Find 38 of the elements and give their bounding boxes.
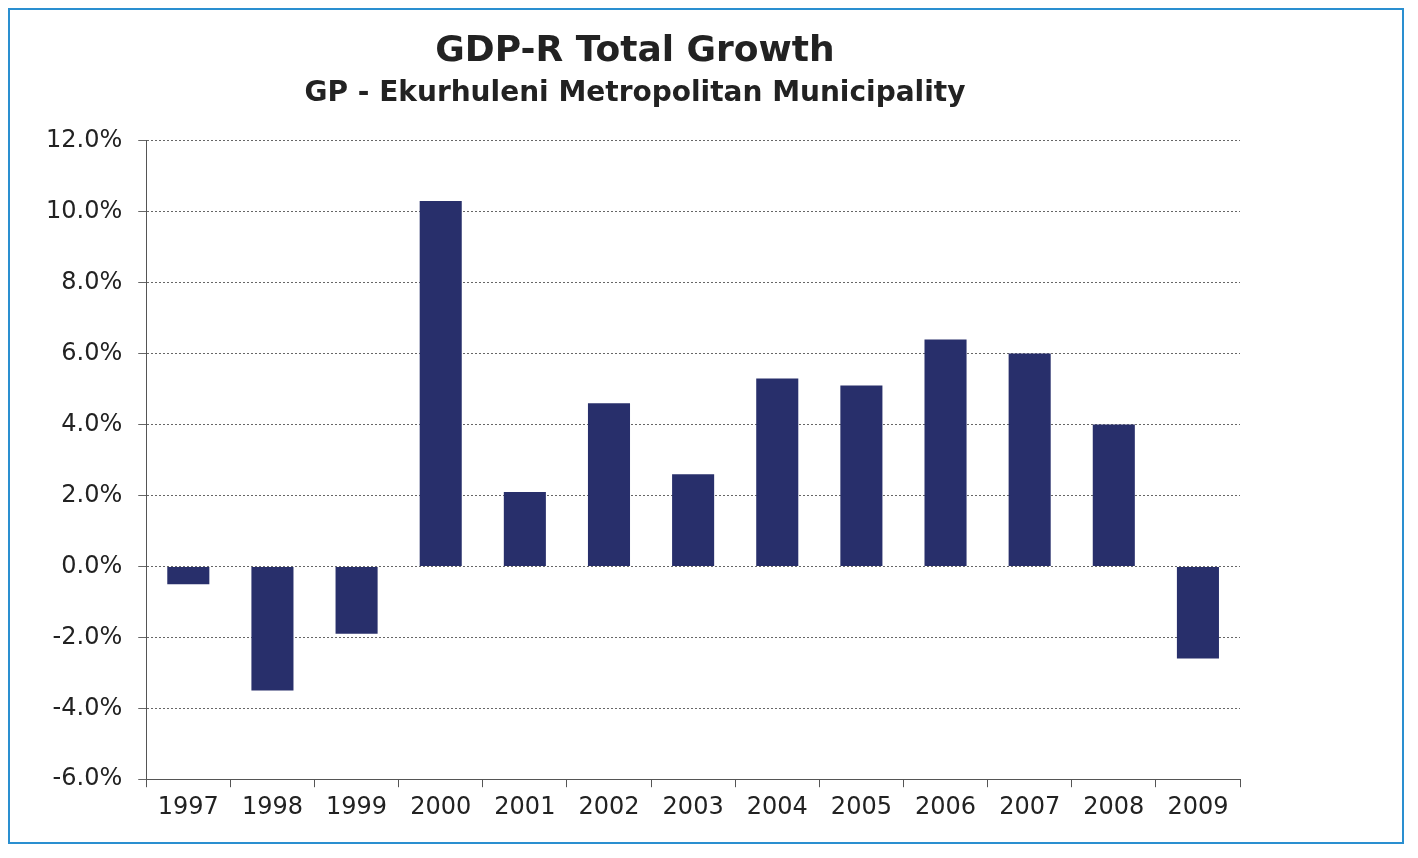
x-tick-label: 2004 bbox=[746, 791, 808, 820]
y-tick-label: -4.0% bbox=[52, 692, 123, 721]
y-tick-label: 0.0% bbox=[61, 550, 123, 579]
bar bbox=[1176, 566, 1219, 659]
bar bbox=[251, 566, 294, 691]
bar bbox=[1092, 424, 1135, 566]
bar bbox=[1008, 353, 1051, 566]
bar bbox=[419, 201, 462, 566]
x-tick-label: 2001 bbox=[494, 791, 556, 820]
y-tick-label: 4.0% bbox=[61, 408, 123, 437]
bar bbox=[756, 378, 799, 566]
x-tick-label: 1999 bbox=[326, 791, 388, 820]
x-tick-label: 2007 bbox=[999, 791, 1061, 820]
y-tick-label: 10.0% bbox=[45, 195, 123, 224]
bar bbox=[503, 491, 546, 566]
chart-subtitle: GP - Ekurhuleni Metropolitan Municipality bbox=[304, 75, 966, 109]
y-tick-label: -2.0% bbox=[52, 621, 123, 650]
bar bbox=[335, 566, 378, 634]
x-tick-label: 2002 bbox=[578, 791, 640, 820]
bar bbox=[167, 566, 210, 585]
x-tick-label: 1997 bbox=[157, 791, 219, 820]
bar bbox=[840, 385, 883, 566]
y-tick-label: 6.0% bbox=[61, 337, 123, 366]
x-tick-label: 2005 bbox=[830, 791, 892, 820]
x-tick-label: 2006 bbox=[914, 791, 977, 820]
y-tick-label: 8.0% bbox=[61, 266, 123, 295]
y-tick-label: 2.0% bbox=[61, 479, 123, 508]
bar bbox=[924, 339, 967, 566]
y-tick-label: 12.0% bbox=[45, 125, 123, 154]
chart-title: GDP-R Total Growth bbox=[435, 27, 835, 69]
y-tick-label: -6.0% bbox=[52, 763, 123, 792]
x-tick-label: 2000 bbox=[410, 791, 472, 820]
bar bbox=[672, 474, 715, 566]
x-tick-label: 2008 bbox=[1083, 791, 1145, 820]
x-tick-label: 2009 bbox=[1167, 791, 1229, 820]
x-tick-label: 2003 bbox=[662, 791, 724, 820]
x-tick-label: 1998 bbox=[241, 791, 303, 820]
bar bbox=[587, 403, 631, 566]
